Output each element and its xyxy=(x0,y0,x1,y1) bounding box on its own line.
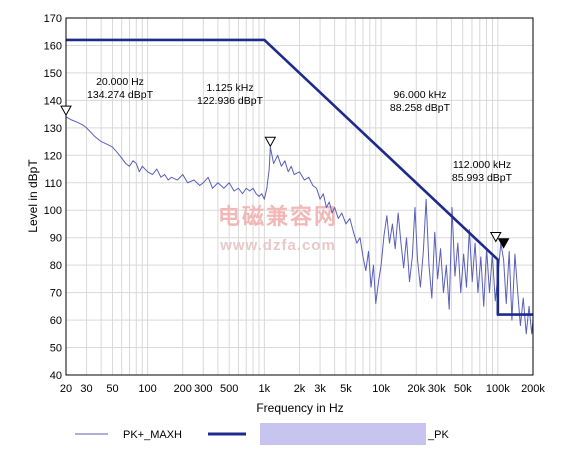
y-tick-label-100: 100 xyxy=(44,205,62,217)
y-tick-label-50: 50 xyxy=(50,343,62,355)
series-line-pk-limit xyxy=(66,38,533,316)
watermark: 电磁兼容网 www.dzfa.com xyxy=(218,204,338,254)
x-tick-label-1k: 1k xyxy=(259,383,271,395)
x-tick-label-200: 200 xyxy=(174,383,192,395)
x-tick-label-3k: 3k xyxy=(314,383,326,395)
marker-triangle-4 xyxy=(497,238,510,249)
x-tick-label-30k: 30k xyxy=(428,383,446,395)
x-tick-labels: 20 30 50 100 200 300 500 1k 2k 3k 5k 10k 20k 30k 50k 10… xyxy=(60,383,546,395)
y-tick-label-70: 70 xyxy=(50,288,62,300)
marker-freq-label-4: 112.000 kHz xyxy=(453,159,511,171)
x-tick-label-100: 100 xyxy=(138,383,156,395)
x-tick-label-50k: 50k xyxy=(454,383,472,395)
x-tick-label-300: 300 xyxy=(194,383,212,395)
x-tick-label-5k: 5k xyxy=(340,383,352,395)
marker-freq-label-2: 1.125 kHz xyxy=(206,82,253,94)
marker-triangle-3 xyxy=(489,231,502,243)
marker-freq-label-3: 96.000 kHz xyxy=(393,89,446,101)
x-tick-label-2k: 2k xyxy=(294,383,306,395)
series-line-pk-maxh xyxy=(65,116,534,335)
y-tick-label-160: 160 xyxy=(44,40,62,52)
watermark-chinese: 电磁兼容网 xyxy=(218,204,338,229)
grid-lines xyxy=(65,17,534,376)
x-tick-label-100k: 100k xyxy=(486,383,510,395)
x-tick-label-500: 500 xyxy=(220,383,238,395)
y-tick-label-80: 80 xyxy=(50,260,62,272)
y-tick-label-140: 140 xyxy=(44,95,62,107)
marker-triangle-1 xyxy=(60,105,72,117)
legend-box-pk xyxy=(260,423,426,445)
marker-freq-label-1: 20.000 Hz xyxy=(96,76,144,88)
legend-label-pk-maxh: PK+_MAXH xyxy=(123,429,182,441)
marker-triangle-2 xyxy=(264,136,277,148)
series-layer xyxy=(65,38,534,335)
y-tick-labels: 40 50 60 70 80 90 100 110 120 130 140 150 160 170 xyxy=(44,13,62,382)
watermark-url: www.dzfa.com xyxy=(219,237,336,254)
x-axis-label: Frequency in Hz xyxy=(256,401,343,415)
x-tick-label-30: 30 xyxy=(80,383,92,395)
y-tick-label-120: 120 xyxy=(44,150,62,162)
y-tick-label-40: 40 xyxy=(50,370,62,382)
x-tick-label-50: 50 xyxy=(106,383,118,395)
x-tick-label-10k: 10k xyxy=(372,383,390,395)
y-tick-label-60: 60 xyxy=(50,315,62,327)
marker-level-label-2: 122.936 dBpT xyxy=(197,95,264,107)
x-tick-label-20: 20 xyxy=(60,383,72,395)
legend: PK+_MAXH _PK xyxy=(75,423,449,445)
marker-level-label-3: 88.258 dBpT xyxy=(390,102,451,114)
marker-level-label-1: 134.274 dBpT xyxy=(87,89,154,101)
y-tick-label-110: 110 xyxy=(44,178,62,190)
x-tick-label-200k: 200k xyxy=(521,383,545,395)
x-tick-label-20k: 20k xyxy=(407,383,425,395)
y-tick-label-130: 130 xyxy=(44,123,62,135)
legend-label-pk: _PK xyxy=(427,429,449,441)
plot-border xyxy=(65,17,534,376)
y-tick-label-150: 150 xyxy=(44,68,62,80)
y-tick-label-90: 90 xyxy=(50,233,62,245)
marker-level-label-4: 85.993 dBpT xyxy=(452,172,513,184)
y-axis-label: Level in dBpT xyxy=(26,159,40,233)
y-tick-label-170: 170 xyxy=(44,13,62,25)
